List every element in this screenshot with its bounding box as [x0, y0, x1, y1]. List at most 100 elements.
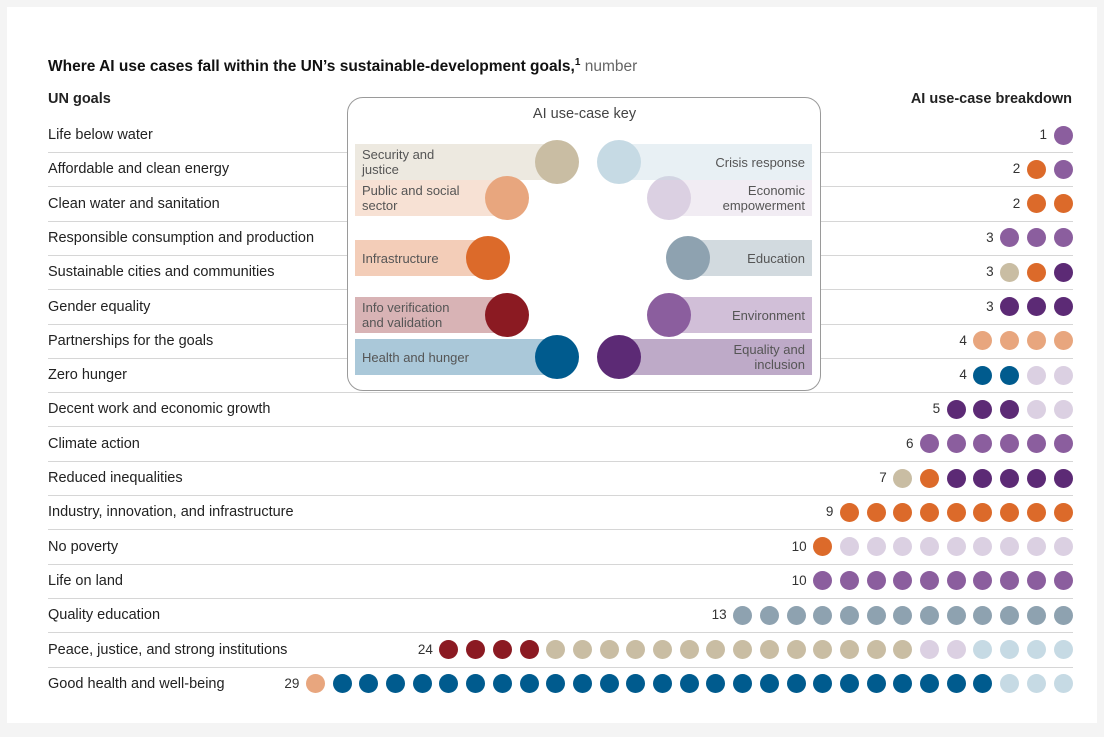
use-case-dot — [706, 640, 726, 659]
key-pill: Security and justice — [355, 144, 557, 180]
key-swatch — [485, 176, 529, 220]
use-case-dot — [1000, 434, 1020, 454]
use-case-dot — [546, 674, 566, 694]
use-case-dot — [1026, 640, 1046, 659]
row-rule — [48, 460, 1073, 462]
row-total: 4 — [959, 332, 967, 348]
use-case-dot — [679, 640, 699, 659]
use-case-dot — [866, 640, 886, 659]
use-case-dot — [626, 640, 646, 659]
key-pill: Crisis response — [619, 144, 812, 180]
use-case-dot — [1053, 468, 1073, 488]
goal-label: Climate action — [48, 435, 140, 452]
use-case-dot — [1053, 331, 1073, 351]
use-case-dot — [920, 674, 939, 694]
use-case-dot — [920, 571, 939, 591]
use-case-dot — [332, 674, 352, 694]
use-case-dot — [893, 537, 913, 557]
use-case-dot — [813, 571, 833, 591]
use-case-dot — [359, 674, 379, 694]
use-case-dot — [759, 605, 779, 625]
key-swatch — [647, 293, 691, 337]
use-case-dot — [466, 640, 486, 659]
use-case-dot — [866, 502, 886, 522]
goal-label: No poverty — [48, 538, 119, 555]
use-case-dot — [626, 674, 646, 694]
use-case-dot — [1053, 125, 1073, 145]
use-case-dot — [546, 640, 566, 659]
use-case-dot — [386, 674, 405, 694]
use-case-dot — [946, 537, 966, 557]
goal-label: Gender equality — [48, 298, 151, 315]
goal-label: Affordable and clean energy — [48, 161, 230, 178]
key-label: Public and social sector — [362, 183, 460, 213]
use-case-dot — [1026, 331, 1046, 351]
use-case-dot — [1000, 605, 1020, 625]
use-case-dot — [1026, 571, 1046, 591]
use-case-dot — [1000, 537, 1020, 557]
use-case-dot — [973, 605, 993, 625]
row-rule — [48, 666, 1073, 668]
use-case-dot — [866, 571, 886, 591]
use-case-dot — [786, 605, 806, 625]
key-pill: Info verification and validation — [355, 297, 507, 333]
row-total: 2 — [1012, 195, 1021, 211]
use-case-dot — [973, 571, 993, 591]
use-case-dot — [439, 674, 459, 694]
key-box — [347, 97, 821, 391]
use-case-dot — [946, 502, 966, 522]
key-swatch — [666, 236, 710, 280]
use-case-dot — [1000, 262, 1020, 282]
goal-label: Life below water — [48, 127, 153, 143]
use-case-dot — [813, 537, 833, 557]
use-case-dot — [733, 605, 753, 625]
use-case-dot — [1053, 194, 1073, 214]
use-case-dot — [519, 640, 539, 659]
row-total: 24 — [417, 641, 433, 657]
key-label: Economic empowerment — [722, 183, 805, 213]
key-pill: Health and hunger — [355, 339, 557, 375]
use-case-dot — [946, 399, 966, 419]
key-label: Infrastructure — [362, 250, 439, 266]
use-case-dot — [920, 502, 939, 522]
goal-label: Good health and well-being — [48, 675, 225, 692]
use-case-dot — [893, 605, 913, 625]
use-case-dot — [1000, 571, 1020, 591]
row-rule — [48, 529, 1073, 531]
use-case-dot — [973, 502, 993, 522]
use-case-dot — [946, 571, 966, 591]
key-swatch — [647, 176, 691, 220]
use-case-dot — [893, 468, 913, 488]
key-swatch — [485, 293, 529, 337]
use-case-dot — [866, 674, 886, 694]
row-total: 13 — [711, 607, 727, 623]
use-case-dot — [973, 468, 993, 488]
use-case-dot — [920, 640, 939, 659]
row-total: 5 — [932, 401, 941, 417]
goal-label: Peace, justice, and strong institutions — [48, 641, 288, 658]
use-case-dot — [946, 640, 966, 659]
chart-title: Where AI use cases fall within the UN’s … — [48, 58, 575, 76]
use-case-dot — [973, 640, 993, 659]
use-case-dot — [893, 502, 913, 522]
goal-label: Zero hunger — [48, 367, 127, 384]
use-case-dot — [1053, 399, 1073, 419]
chart-title-block: Where AI use cases fall within the UN’s … — [48, 57, 637, 76]
row-total: 7 — [879, 470, 887, 485]
use-case-dot — [946, 605, 966, 625]
row-rule — [48, 597, 1073, 599]
row-total: 2 — [1012, 161, 1021, 177]
use-case-dot — [466, 674, 486, 694]
row-rule — [48, 392, 1073, 394]
use-case-dot — [973, 434, 993, 454]
use-case-dot — [973, 537, 993, 557]
goal-label: Partnerships for the goals — [48, 332, 214, 349]
breakdown-header: AI use-case breakdown — [910, 91, 1072, 107]
row-total: 3 — [986, 298, 994, 314]
use-case-dot — [839, 640, 859, 659]
use-case-dot — [1053, 640, 1073, 659]
use-case-dot — [920, 434, 939, 454]
use-case-dot — [920, 468, 939, 488]
use-case-dot — [1000, 228, 1020, 248]
row-rule — [48, 426, 1073, 428]
